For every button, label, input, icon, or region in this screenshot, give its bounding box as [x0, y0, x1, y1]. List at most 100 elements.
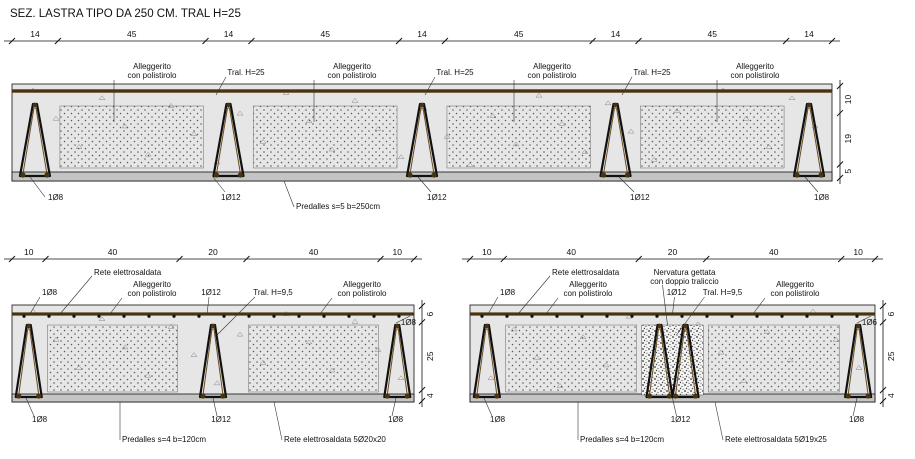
dimension-label-0: 14	[30, 29, 40, 39]
bottom-bar-label-left: 1Ø8	[490, 415, 506, 424]
dimension-tick	[8, 255, 16, 263]
truss-inner	[847, 328, 869, 396]
dimension-tick	[466, 255, 474, 263]
leader-line	[273, 401, 283, 441]
vertical-dimension-label-2: 4	[886, 393, 896, 398]
polystyrene-block	[248, 324, 379, 393]
rebar-dot	[16, 393, 22, 399]
mesh-dot	[372, 314, 376, 318]
rebar-dot	[613, 102, 618, 108]
truss-mid	[198, 323, 228, 399]
leader-line	[483, 397, 493, 417]
bottom-bar-mid-label-2: 1Ø12	[630, 193, 650, 202]
dimension-label-1: 40	[108, 247, 118, 257]
bottom-bar-label-left: 1Ø8	[32, 415, 48, 424]
leader-line	[283, 180, 295, 208]
dimension-label-3: 40	[309, 247, 319, 257]
mesh-dot	[855, 314, 859, 318]
mesh-dot	[580, 314, 584, 318]
truss-left	[14, 323, 43, 399]
leader-line	[206, 296, 210, 315]
leader-line	[109, 297, 123, 315]
bottom-bar-label-right: 1Ø8	[388, 415, 404, 424]
mesh-dot	[397, 314, 401, 318]
lightening-label-sub-0: con polistirolo	[564, 289, 613, 298]
polystyrene-block	[47, 324, 178, 393]
leader-line	[714, 401, 724, 441]
mesh-dot	[805, 314, 809, 318]
leader-line	[391, 397, 397, 417]
polystyrene-block	[505, 324, 637, 393]
aggregate-mark	[397, 375, 405, 380]
top-rebar	[12, 89, 832, 93]
rebar-dot	[474, 393, 480, 399]
rebar-dot	[419, 102, 425, 108]
truss-label: Tral. H=9,5	[253, 288, 293, 297]
aggregate-mark	[788, 95, 796, 100]
leader-line	[852, 397, 858, 417]
mesh-bottom-label: Rete elettrosaldata 5Ø20x20	[284, 435, 386, 444]
dimension-label-2: 14	[224, 29, 234, 39]
truss-1	[212, 102, 245, 178]
lightening-label-sub-3: con polistirolo	[731, 71, 780, 80]
rebar-dot	[855, 323, 861, 329]
dimension-tick	[871, 255, 879, 263]
dimension-tick	[202, 37, 209, 45]
rebar-dot	[36, 393, 42, 399]
leader-line	[395, 315, 411, 324]
lightening-label-0: Alleggerito	[569, 280, 607, 289]
predalle-label: Predalles s=4 b=120cm	[122, 435, 206, 444]
aggregate-mark	[351, 318, 359, 324]
mesh-dot	[172, 314, 176, 318]
rebar-dot	[794, 172, 800, 178]
bottom-bar-mid-label-1: 1Ø12	[427, 193, 447, 202]
leader-line	[319, 297, 333, 315]
mesh-dot	[122, 314, 126, 318]
leader-line	[517, 275, 551, 315]
vertical-dimension-label-0: 10	[843, 95, 853, 105]
vertical-dimension-label-2: 4	[425, 393, 435, 398]
dimension-tick	[243, 255, 250, 263]
mesh-dot	[47, 314, 51, 318]
rebar-dot	[226, 102, 231, 108]
dimension-tick	[836, 174, 844, 182]
lightening-label-sub-0: con polistirolo	[128, 289, 177, 298]
aggregate-mark	[190, 352, 198, 357]
vertical-dimension-label-2: 5	[843, 169, 853, 174]
mesh-dot	[97, 314, 101, 318]
bottom-bar-label-right: 1Ø8	[849, 415, 865, 424]
truss-label-2: Tral. H=25	[633, 68, 671, 77]
mesh-dot	[247, 314, 251, 318]
aggregate-mark	[213, 380, 221, 386]
rebar-dot	[384, 393, 390, 399]
vertical-dimension-label-1: 19	[843, 134, 853, 144]
bottom-bar-label-right: 1Ø8	[814, 193, 830, 202]
mesh-dot	[505, 314, 509, 318]
mesh-dot	[272, 314, 276, 318]
truss-2	[405, 102, 439, 178]
vertical-dimension-label-0: 6	[425, 312, 435, 317]
lightening-label-sub-1: con polistirolo	[771, 289, 820, 298]
leader-line	[856, 315, 872, 324]
dimension-label-2: 20	[668, 247, 678, 257]
mesh-dot	[605, 314, 609, 318]
aggregate-mark	[535, 92, 543, 98]
lightening-label-2: Alleggerito	[533, 62, 571, 71]
dimension-tick	[836, 161, 844, 168]
dimension-tick	[836, 109, 844, 117]
truss-label: Tral. H=9,5	[703, 288, 743, 297]
section-predalle-120-a: 10 40 20 40 10 6 25 4 Rete elettrosaldata Allegge…	[4, 247, 435, 444]
truss-label-0: Tral. H=25	[227, 68, 265, 77]
dimension-tick	[589, 37, 596, 45]
dimension-label-0: 10	[24, 247, 34, 257]
dimension-tick	[8, 37, 16, 45]
drawing-title: SEZ. LASTRA TIPO DA 250 CM. TRAL H=25	[10, 8, 241, 20]
rib-label-sub: con doppio traliccio	[650, 277, 719, 286]
lightening-label-0: Alleggerito	[133, 62, 171, 71]
leader-line	[676, 296, 705, 336]
dimension-tick	[377, 255, 384, 263]
leader-line	[215, 76, 227, 96]
mesh-dot	[730, 314, 734, 318]
dimension-tick	[248, 37, 255, 45]
rebar-dot	[666, 393, 673, 399]
